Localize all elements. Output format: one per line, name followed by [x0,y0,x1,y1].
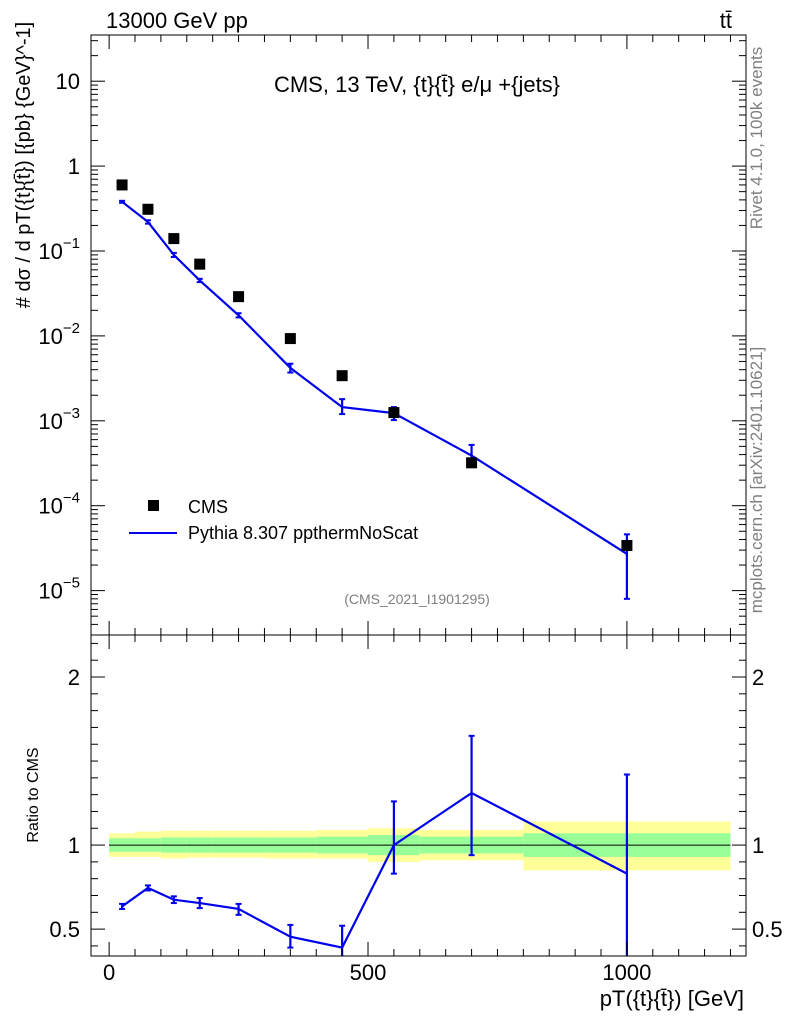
cms-data-point [388,407,400,419]
legend: CMS Pythia 8.307 ppthermNoScat [129,497,418,543]
ratio-y-axis-label: Ratio to CMS [25,747,42,842]
cms-data-point [233,291,245,303]
x-tick-label: 500 [350,960,387,985]
ratio-y-tick-label-right: 1 [752,833,764,858]
main-panel: 10−5 10−4 10−3 10−2 10−1 1 10 CMS, 13 TeV, {t}… [13,22,747,636]
main-y-axis-label: # dσ / d pT({t}{t̄}) [{pb} {GeV}^-1] [13,22,35,308]
legend-pythia-label: Pythia 8.307 ppthermNoScat [188,523,418,543]
ratio-y-tick-label: 2 [68,665,80,690]
ratio-y-tick-label-right: 2 [752,665,764,690]
main-y-tick-label: 10−2 [38,320,80,349]
main-y-tick-label: 10−3 [38,405,80,434]
cms-data-point [621,539,633,551]
mcplots-label: mcplots.cern.ch [arXiv:2401.10621] [747,347,766,613]
cms-data-point [116,179,128,191]
legend-cms-marker [148,500,159,511]
cms-data-point [284,333,296,345]
main-y-tick-label: 10 [56,69,80,94]
ratio-panel-frame [90,634,747,957]
cms-data-point [466,457,478,469]
legend-cms-label: CMS [188,497,228,517]
ratio-y-tick-label: 0.5 [49,917,80,942]
main-y-tick-label: 10−1 [38,235,80,264]
main-panel-frame [90,34,747,636]
rivet-version-label: Rivet 4.1.0, 100k events [747,47,766,229]
header-left-label: 13000 GeV pp [106,8,248,33]
main-y-tick-label: 10−4 [38,490,80,519]
pythia-line [121,200,628,555]
cms-data-point [168,233,180,245]
analysis-watermark: (CMS_2021_I1901295) [344,591,490,607]
cms-data-point [194,258,206,270]
main-y-tick-label: 10−5 [38,575,80,604]
ratio-pythia-line [121,791,628,949]
x-tick-label: 1000 [602,960,651,985]
cms-data-point [142,203,154,215]
main-y-tick-label: 1 [68,154,80,179]
x-axis-label: pT({t}{t̄}) [GeV] [600,986,744,1011]
header-right-label: tt̄ [720,8,732,33]
ratio-y-tick-label-right: 0.5 [752,917,783,942]
ratio-y-tick-label: 1 [68,833,80,858]
cms-data-point [336,370,348,382]
x-tick-label: 0 [103,960,115,985]
main-title: CMS, 13 TeV, {t}{t̄} e/μ +{jets} [274,72,560,97]
ratio-panel: 0 500 1000 0.5 0.5 1 1 2 2 Ratio to CMS pT({t}{t… [25,634,783,1011]
